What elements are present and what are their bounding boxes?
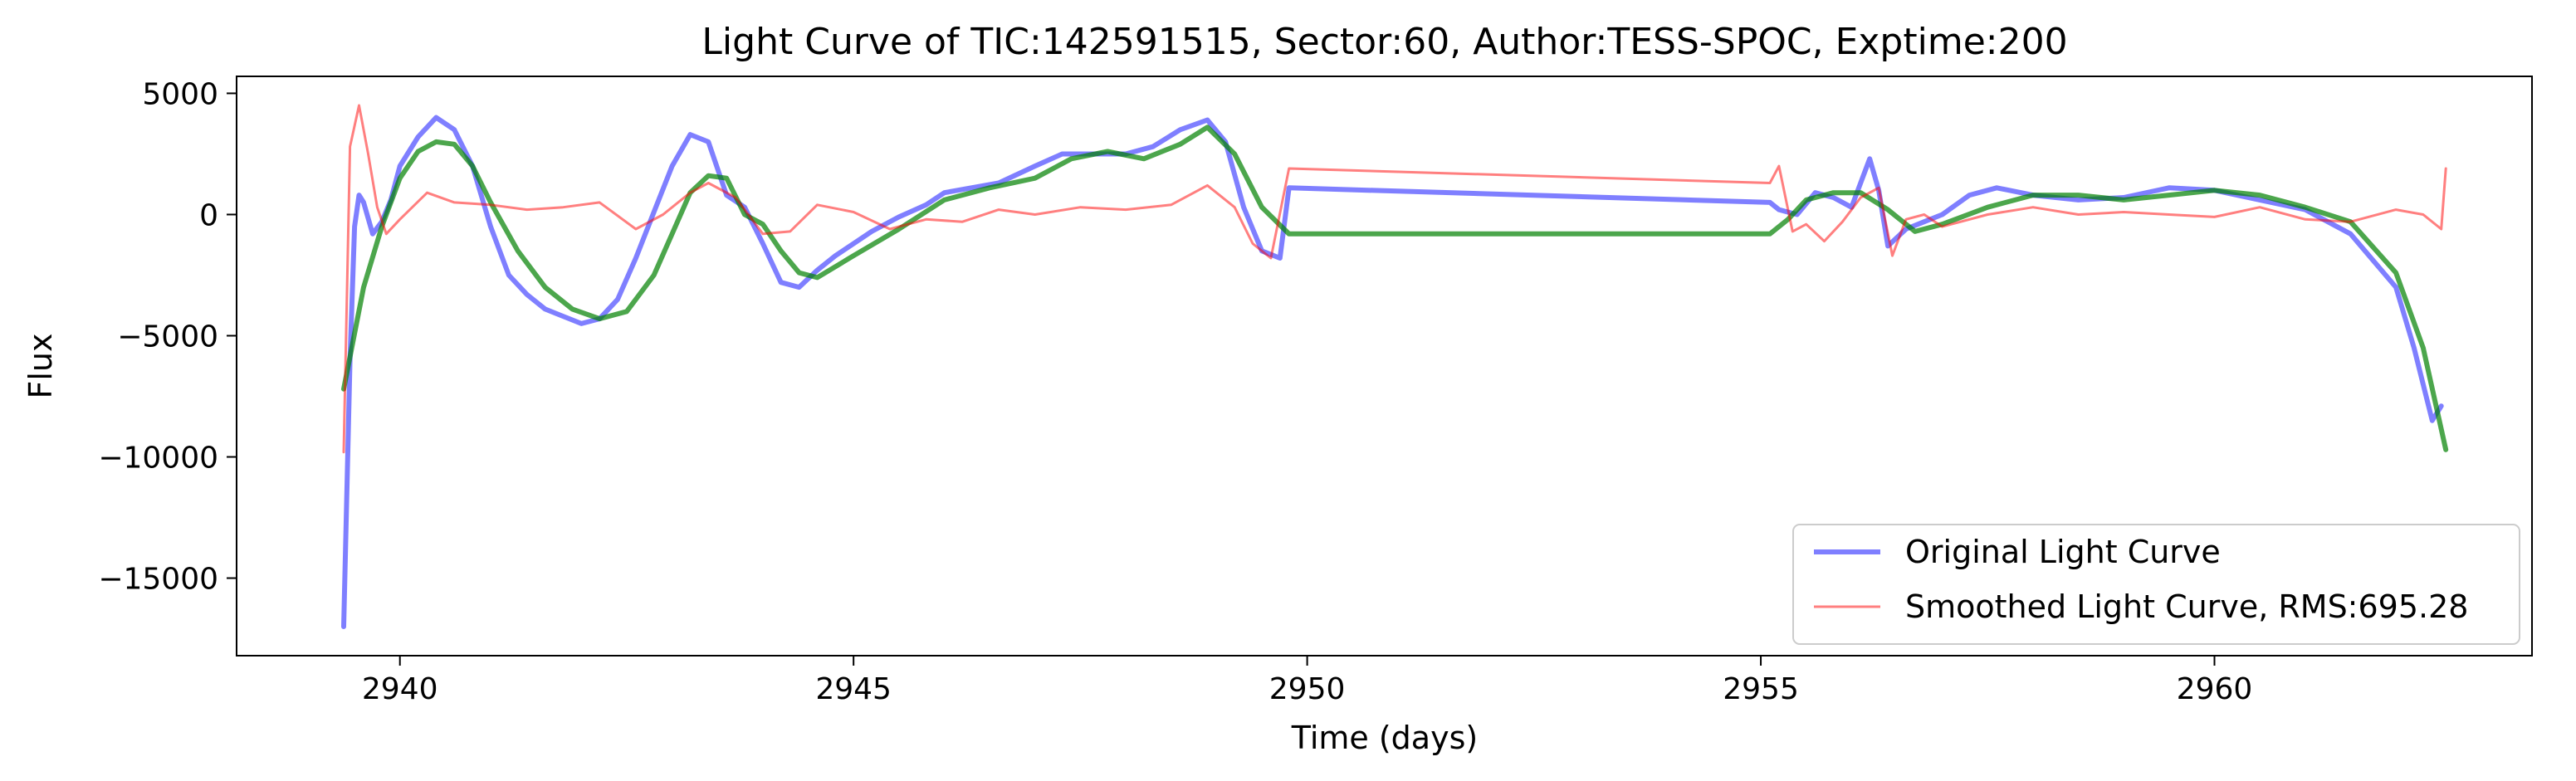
y-tick-label: 5000 [142, 77, 218, 111]
legend-label-original: Original Light Curve [1905, 534, 2221, 570]
x-tick-label: 2950 [1269, 672, 1346, 706]
x-tick-label: 2940 [362, 672, 438, 706]
y-tick-label: 0 [199, 198, 218, 232]
x-tick-label: 2955 [1723, 672, 1799, 706]
legend-box [1792, 524, 2520, 645]
x-axis-label: Time (days) [1291, 720, 1478, 756]
y-tick-label: −15000 [98, 563, 218, 597]
y-tick-label: −5000 [117, 320, 218, 354]
original-light-curve-line [341, 115, 2444, 629]
plot-frame [236, 76, 2533, 657]
x-axis: 2940 2945 2950 2955 2960 [362, 656, 2252, 706]
y-tick-label: −10000 [98, 442, 218, 476]
smoothed-light-curve-line [342, 104, 2447, 454]
legend: Original Light Curve Smoothed Light Curv… [1792, 524, 2520, 645]
chart-title: Light Curve of TIC:142591515, Sector:60,… [701, 21, 2067, 63]
fit-curve-line [341, 124, 2449, 452]
legend-label-smoothed: Smoothed Light Curve, RMS:695.28 [1905, 588, 2468, 625]
plot-lines [341, 104, 2449, 629]
x-tick-label: 2945 [815, 672, 892, 706]
y-axis: 5000 0 −5000 −10000 −15000 [98, 77, 237, 597]
y-axis-label: Flux [22, 334, 59, 399]
x-tick-label: 2960 [2177, 672, 2253, 706]
